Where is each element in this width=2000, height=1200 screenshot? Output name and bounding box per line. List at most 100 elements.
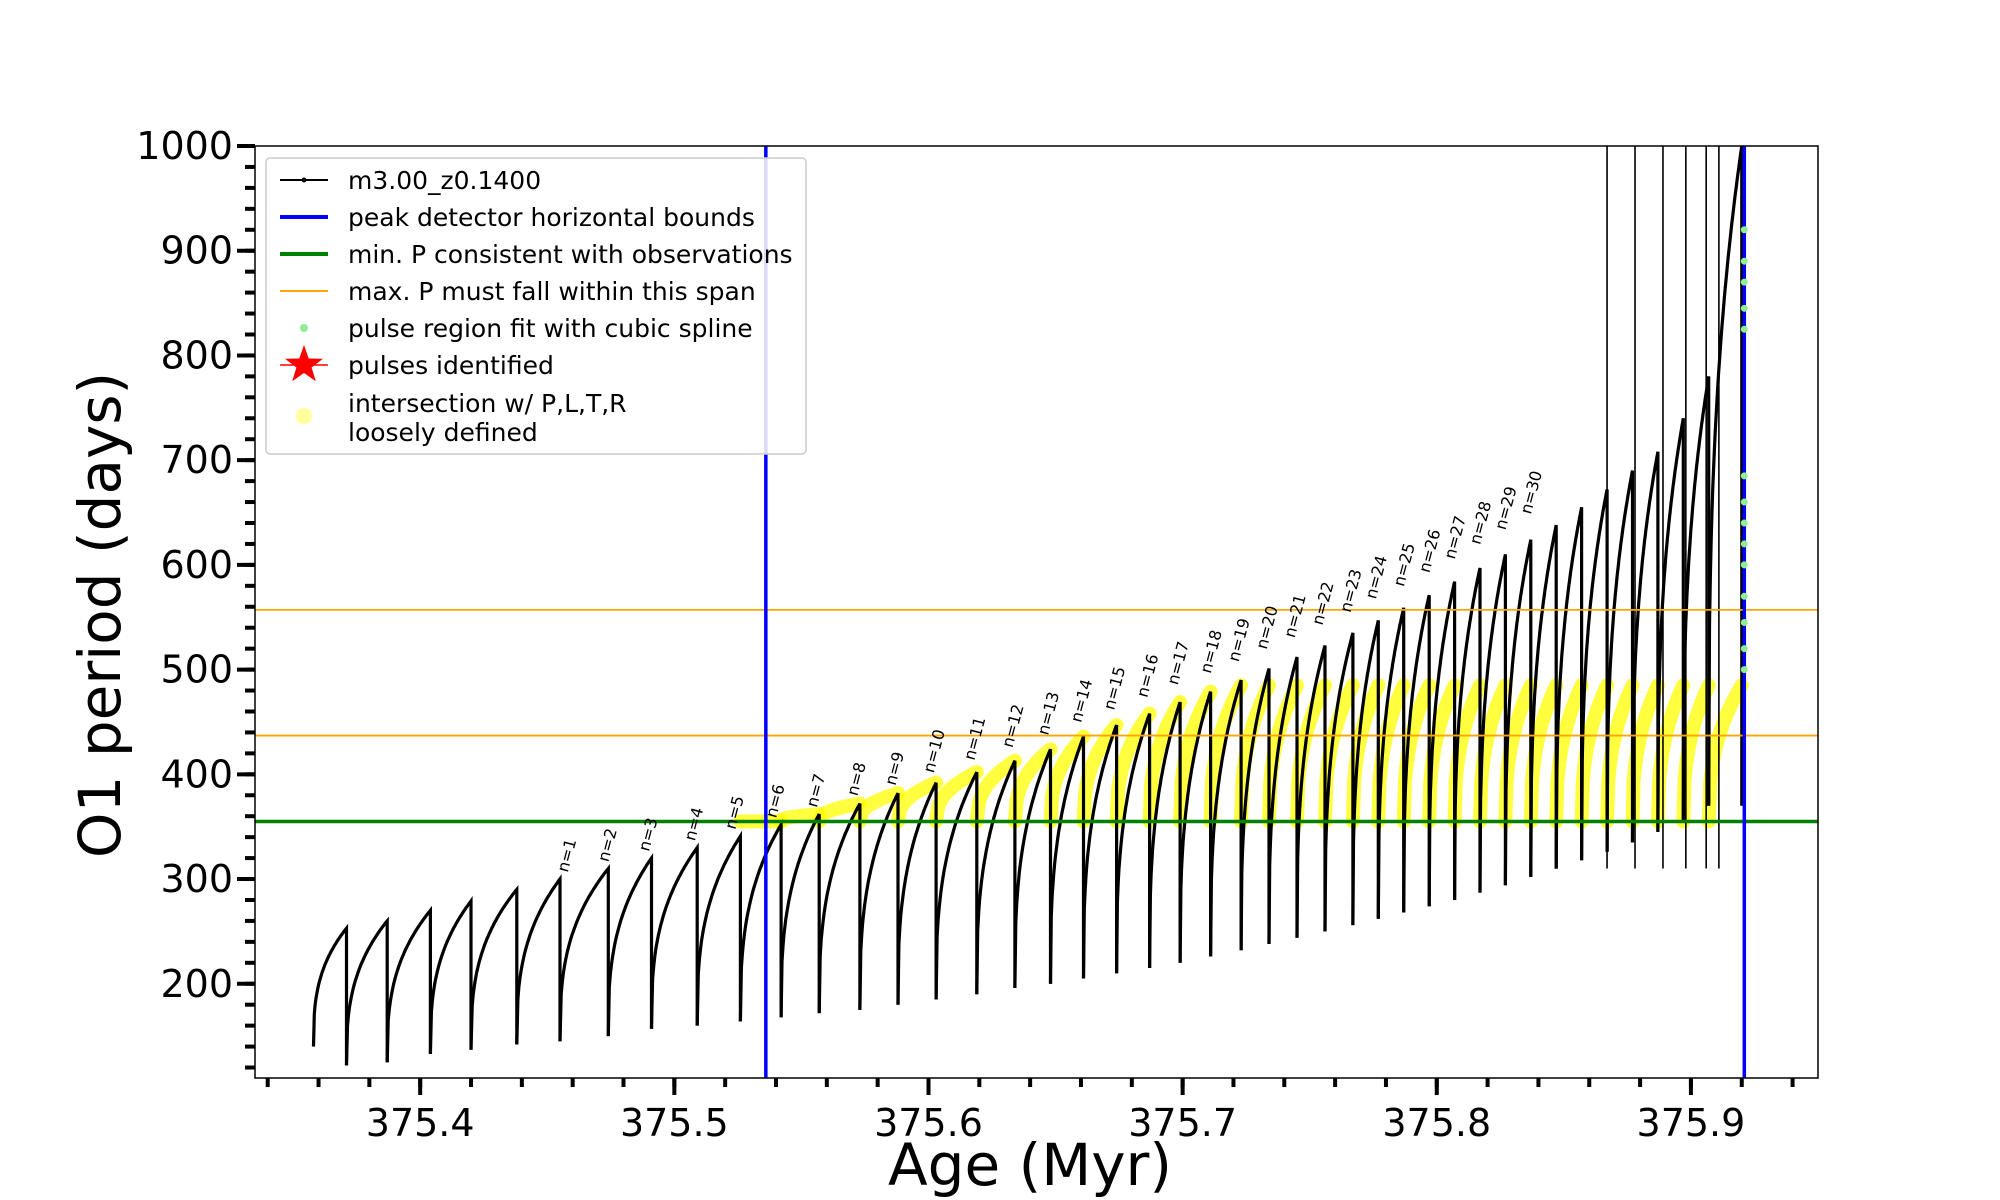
pulse-label: n=14 <box>1067 677 1097 724</box>
legend-handle-dot <box>301 177 307 183</box>
pulse-label: n=21 <box>1280 592 1310 639</box>
spline-point <box>1740 561 1748 569</box>
y-tick-label: 300 <box>160 857 233 901</box>
spline-point <box>1740 618 1748 626</box>
intersection-band <box>1043 729 1091 829</box>
legend-label: pulse region fit with cubic spline <box>348 314 753 343</box>
pulse-curve <box>1427 581 1457 907</box>
x-tick-label: 375.9 <box>1637 1101 1746 1145</box>
legend-handle-circle <box>296 408 312 424</box>
x-tick-label: 375.6 <box>874 1101 983 1145</box>
y-tick-label: 700 <box>160 438 233 482</box>
intersection-band <box>774 807 827 829</box>
pulse-curve <box>469 885 519 1050</box>
pulse-curve <box>779 813 821 1018</box>
pulse-curve <box>311 923 349 1066</box>
plot-frame <box>254 145 1819 1079</box>
spline-point <box>1740 519 1748 527</box>
pulse-label: n=12 <box>998 702 1028 749</box>
pulse-curve <box>1681 376 1711 822</box>
y-tick-label: 900 <box>160 229 233 273</box>
pulse-curve <box>896 782 938 1005</box>
pulse-label: n=17 <box>1163 639 1193 686</box>
spline-point <box>1740 666 1748 674</box>
intersection-band <box>969 753 1022 829</box>
pulse-label: n=28 <box>1466 499 1496 546</box>
spline-point <box>1740 304 1748 312</box>
intersection-band <box>1625 678 1665 829</box>
y-tick-label: 600 <box>160 543 233 587</box>
x-tick-label: 375.5 <box>620 1101 729 1145</box>
legend-label: min. P consistent with observations <box>348 240 793 269</box>
pulse-curve <box>1453 567 1482 901</box>
intersection-band <box>1076 718 1124 829</box>
x-tick-label: 375.7 <box>1128 1101 1237 1145</box>
intersection-band <box>929 765 984 829</box>
pulse-label: n=9 <box>881 750 908 788</box>
intersection-band <box>1650 678 1691 829</box>
pulse-curve <box>515 874 562 1045</box>
intersection-band <box>1676 678 1716 829</box>
y-tick-label: 1000 <box>136 124 233 168</box>
intersection-band <box>852 786 905 829</box>
y-tick-label: 400 <box>160 752 233 796</box>
legend-handle-dot <box>300 324 308 332</box>
spline-point <box>1740 325 1748 333</box>
pulse-curve <box>817 802 862 1014</box>
pulse-label: n=23 <box>1336 567 1366 614</box>
intersection-band <box>1290 678 1332 829</box>
pulse-curve <box>1376 607 1406 919</box>
pulse-curve <box>1178 691 1213 963</box>
intersection-band <box>1574 678 1615 829</box>
pulse-label: n=15 <box>1100 664 1130 711</box>
legend-label: m3.00_z0.1400 <box>348 166 541 195</box>
pulse-curve <box>1013 748 1053 988</box>
x-tick-label: 375.4 <box>366 1101 475 1145</box>
spline-point <box>1740 592 1748 600</box>
pulse-curve <box>558 864 610 1042</box>
intersection-band <box>1007 742 1058 829</box>
pulse-curve <box>738 818 783 1022</box>
intersection-band <box>1447 678 1487 829</box>
legend-box <box>265 157 807 455</box>
intersection-band <box>1498 678 1538 829</box>
pulse-label: n=16 <box>1133 652 1163 699</box>
pulse-curve <box>344 916 389 1066</box>
plot-inner <box>255 146 1818 1078</box>
pulse-label: n=11 <box>960 715 990 762</box>
pulse-curve <box>606 852 654 1037</box>
pulse-label: n=24 <box>1361 553 1391 600</box>
spline-point <box>1740 226 1748 234</box>
y-tick-label: 800 <box>160 333 233 377</box>
pulse-curve <box>1351 620 1380 926</box>
spline-point <box>1740 257 1748 265</box>
pulse-label: n=20 <box>1252 604 1282 651</box>
pulse-label: n=22 <box>1308 580 1338 627</box>
pulse-label: n=8 <box>843 760 870 798</box>
pulse-curve <box>649 842 699 1029</box>
y-tick-label: 500 <box>160 648 233 692</box>
intersection-band <box>891 775 944 829</box>
pulse-label: n=1 <box>553 837 580 875</box>
pulse-curve <box>1478 554 1507 893</box>
pulse-curve <box>1554 507 1584 869</box>
pulse-curve <box>1630 451 1660 843</box>
pulse-curve <box>1529 524 1558 877</box>
legend-label: max. P must fall within this span <box>348 277 756 306</box>
x-tick-label: 375.8 <box>1382 1101 1491 1145</box>
pulse-curve <box>695 830 742 1026</box>
pulse-curve <box>1402 594 1431 913</box>
pulse-label: n=2 <box>594 826 621 864</box>
pulse-curve <box>975 760 1017 995</box>
pulse-curve <box>385 905 432 1063</box>
intersection-band <box>1523 678 1564 829</box>
spline-point <box>1740 498 1748 506</box>
spline-point <box>1740 645 1748 653</box>
y-axis-title: O1 period (days) <box>66 372 134 858</box>
pulse-curve <box>1209 679 1243 957</box>
spline-point <box>1740 540 1748 548</box>
spline-point <box>1740 278 1748 286</box>
legend-label: loosely defined <box>348 418 538 447</box>
